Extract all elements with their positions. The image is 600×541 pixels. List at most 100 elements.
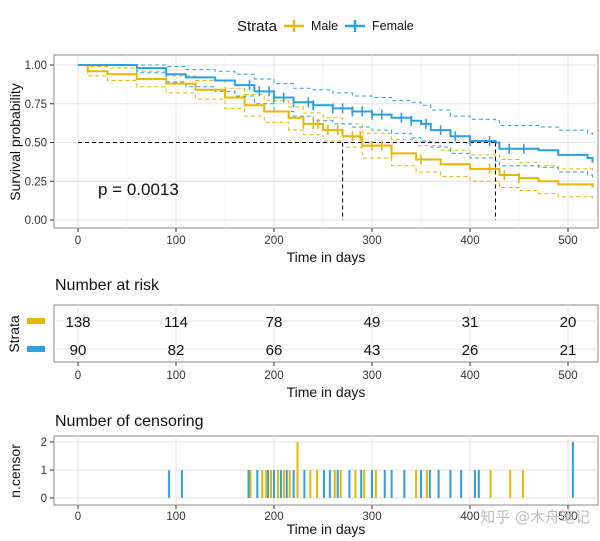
risk-cells: 138 114 78 49 31 20 90 82 66 43 26 21 (65, 314, 576, 359)
legend-entry-male: Male (284, 19, 338, 33)
censor-bar-male (282, 470, 285, 498)
censor-bar-female (371, 470, 373, 498)
censor-bar-female (180, 470, 183, 498)
censor-bar-female (336, 470, 339, 498)
censor-bar-female (303, 470, 306, 498)
censor-bar-male (288, 470, 291, 498)
risk-cell-male: 114 (164, 314, 188, 331)
censor-bar-female (256, 470, 259, 498)
x-tick-label: 0 (75, 235, 81, 247)
p-value-annotation: p = 0.0013 (98, 180, 179, 199)
survival-xlabel: Time in days (287, 249, 366, 265)
survival-ci-bands (78, 64, 593, 199)
censor-bar-male (309, 470, 312, 498)
risk-cell-female: 43 (364, 342, 381, 359)
risk-cell-male: 49 (364, 314, 381, 331)
risk-x-tick-label: 200 (264, 370, 283, 382)
censor-bar-male (265, 470, 268, 498)
survival-plot-panel (53, 54, 599, 229)
censor-x-tick-label: 100 (166, 511, 185, 523)
x-tick-label: 400 (460, 235, 479, 247)
survival-ylabel: Survival probability (7, 83, 23, 201)
censor-bar-male (374, 470, 377, 498)
risk-xlabel: Time in days (287, 384, 366, 400)
y-tick-label: 0.00 (25, 215, 47, 227)
censor-bar-female (390, 470, 393, 498)
censor-bar-female (360, 470, 363, 498)
censor-bar-female (285, 470, 288, 498)
risk-x-tick-label: 300 (362, 370, 381, 382)
risk-cell-female: 66 (266, 342, 283, 359)
censor-bar-male (296, 442, 299, 498)
censor-bar-female (571, 442, 574, 498)
censor-bar-male (363, 470, 366, 498)
risk-x-tick-label: 400 (460, 370, 479, 382)
risk-x-tick-label: 0 (75, 370, 81, 382)
censor-bar-female (328, 470, 331, 498)
risk-table-title: Number at risk (55, 277, 160, 294)
risk-cell-female: 21 (560, 342, 577, 359)
legend: Strata Male Female (237, 18, 414, 35)
survival-plot: 0 100 200 300 400 500 0.00 0.25 0.50 0.75 1.00 p =… (7, 54, 599, 265)
legend-entry-female: Female (345, 19, 414, 33)
risk-cell-male: 78 (266, 314, 283, 331)
censor-bar-female (477, 470, 480, 498)
censor-bar-male (509, 470, 512, 498)
survival-curve-male (78, 64, 594, 188)
censor-bar-female (460, 470, 463, 498)
censor-bar-female (437, 470, 440, 498)
legend-label-female: Female (372, 19, 414, 33)
censor-bar-female (420, 470, 422, 498)
y-tick-label: 0.75 (25, 99, 47, 111)
censor-y-tick-label: 1 (41, 465, 47, 477)
censor-bar-male (276, 470, 279, 498)
censor-bar-female (348, 470, 351, 498)
risk-axis-ticks: 0 100 200 300 400 500 (27, 318, 578, 382)
censor-ylabel: n.censor (7, 444, 23, 498)
censor-marks (248, 80, 525, 184)
censor-bar-male (270, 470, 273, 498)
risk-cell-female: 26 (462, 342, 479, 359)
censor-bar-male (354, 470, 357, 498)
censor-grid (54, 436, 598, 505)
censor-y-tick-label: 0 (41, 493, 47, 505)
censor-bar-female (247, 470, 250, 498)
censor-bar-female (383, 470, 386, 498)
watermark: 知乎 @木舟笔记 (480, 508, 590, 526)
censor-bar-female (168, 470, 171, 498)
censor-bar-female (273, 470, 275, 498)
censor-x-tick-label: 200 (264, 511, 283, 523)
x-tick-label: 500 (558, 235, 577, 247)
censor-bar-male (489, 470, 492, 498)
risk-table-panel (53, 304, 599, 363)
censor-x-tick-label: 300 (362, 511, 381, 523)
censor-x-tick-label: 400 (460, 511, 479, 523)
censor-bar-male (415, 470, 418, 498)
censor-bar-female (279, 470, 282, 498)
survival-axis-ticks: 0 100 200 300 400 500 0.00 0.25 0.50 0.75 1.00 (25, 60, 578, 247)
censor-bar-male (316, 470, 319, 498)
censor-plot-title: Number of censoring (55, 413, 204, 430)
legend-label-male: Male (311, 19, 338, 33)
censor-bar-female (449, 470, 452, 498)
censor-bar-female (267, 470, 270, 498)
censor-bar-male (261, 470, 264, 498)
risk-x-tick-label: 100 (166, 370, 185, 382)
x-tick-label: 200 (264, 235, 283, 247)
risk-cell-male: 138 (65, 314, 90, 331)
censor-bar-female (473, 470, 476, 498)
censor-axis-ticks: 0 100 200 300 400 500 0 1 2 (41, 437, 578, 523)
y-tick-label: 0.25 (25, 176, 47, 188)
x-tick-label: 100 (166, 235, 185, 247)
censor-bar-male (425, 470, 428, 498)
censor-bar-male (333, 470, 336, 498)
y-tick-label: 0.50 (25, 138, 47, 150)
ci-lower-female (78, 64, 593, 179)
risk-row-key-female (27, 346, 45, 352)
y-tick-label: 1.00 (25, 60, 47, 72)
censor-bar-male (339, 470, 342, 498)
censor-x-tick-label: 500 (558, 511, 577, 523)
censor-xlabel: Time in days (287, 521, 366, 537)
risk-cell-female: 82 (168, 342, 185, 359)
risk-grid (54, 305, 598, 362)
